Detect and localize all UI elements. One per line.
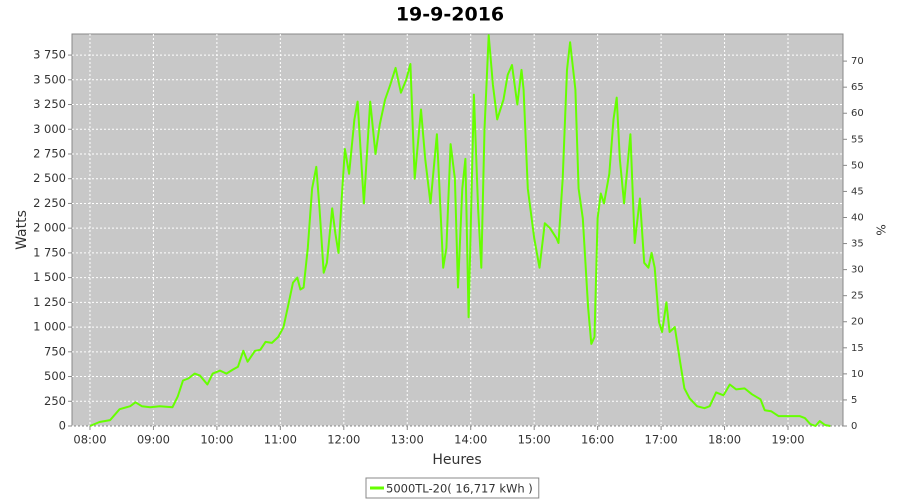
y-tick-label: 1 500: [33, 270, 66, 284]
y2-tick-label: 35: [851, 239, 864, 250]
y-tick-label: 250: [44, 394, 66, 408]
x-tick-label: 11:00: [264, 433, 297, 447]
legend: 5000TL-20( 16,717 kWh ): [365, 477, 540, 499]
x-tick-label: 13:00: [391, 433, 424, 447]
y-tick-label: 500: [44, 369, 66, 383]
x-tick-label: 19:00: [771, 433, 804, 447]
y-tick-label: 3 000: [33, 122, 66, 136]
legend-label: 5000TL-20( 16,717 kWh ): [386, 482, 533, 496]
y2-tick-label: 50: [851, 160, 864, 171]
plot-area: [71, 33, 844, 427]
data-line: [89, 34, 831, 427]
chart-title: 19-9-2016: [396, 4, 504, 26]
y-tick-label: 2 500: [33, 171, 66, 185]
y-tick-label: 2 750: [33, 146, 66, 160]
x-tick-label: 15:00: [518, 433, 551, 447]
x-tick-label: 14:00: [454, 433, 487, 447]
y-tick-label: 3 250: [33, 97, 66, 111]
y2-axis-title: %: [874, 224, 888, 235]
legend-box: [365, 477, 540, 499]
y-tick-label: 3 500: [33, 72, 66, 86]
y2-tick-label: 15: [851, 343, 864, 354]
x-tick-label: 08:00: [73, 433, 106, 447]
x-tick-label: 17:00: [645, 433, 678, 447]
x-tick-label: 16:00: [581, 433, 614, 447]
y2-tick-label: 70: [851, 56, 864, 67]
y2-tick-label: 65: [851, 82, 864, 93]
y2-tick-label: 30: [851, 265, 864, 276]
x-axis-title: Heures: [432, 452, 481, 468]
y2-tick-label: 60: [851, 108, 864, 119]
x-tick-label: 12:00: [327, 433, 360, 447]
y-tick-label: 1 000: [33, 320, 66, 334]
y2-tick-label: 45: [851, 186, 864, 197]
x-tick-label: 10:00: [200, 433, 233, 447]
y-axis-title: Watts: [14, 210, 30, 250]
y-tick-label: 2 250: [33, 196, 66, 210]
y2-tick-label: 25: [851, 291, 864, 302]
y2-tick-label: 0: [851, 421, 857, 432]
y-tick-label: 0: [59, 419, 66, 433]
x-tick-label: 09:00: [137, 433, 170, 447]
y-tick-label: 3 750: [33, 48, 66, 62]
y2-tick-label: 10: [851, 369, 864, 380]
y2-tick-label: 40: [851, 212, 864, 223]
y-tick-label: 750: [44, 344, 66, 358]
y2-tick-label: 20: [851, 317, 864, 328]
y2-tick-label: 5: [851, 395, 857, 406]
x-tick-label: 18:00: [708, 433, 741, 447]
y-tick-label: 1 750: [33, 245, 66, 259]
y2-tick-label: 55: [851, 134, 864, 145]
y-tick-label: 2 000: [33, 221, 66, 235]
y-tick-label: 1 250: [33, 295, 66, 309]
